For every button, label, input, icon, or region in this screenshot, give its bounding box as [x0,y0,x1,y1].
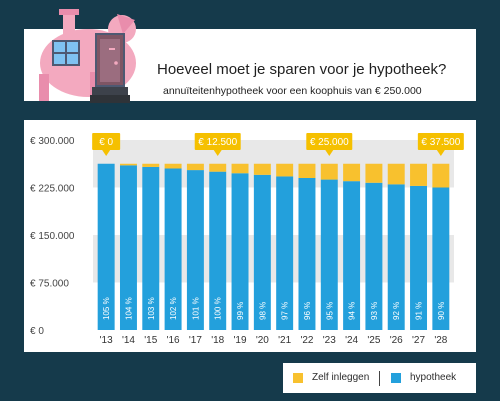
bar-hypotheek [209,171,227,330]
data-label: 105 % [102,297,111,320]
chart-title: Hoeveel moet je sparen voor je hypotheek… [157,61,447,78]
bar-zelf-inleggen [298,163,316,178]
legend-divider [379,371,380,386]
data-label: 103 % [147,297,156,320]
y-tick-label: € 75.000 [30,279,69,290]
x-tick-label: '13 [100,335,113,346]
data-label: 98 % [258,302,267,320]
bar-hypotheek [186,170,204,330]
x-tick-label: '26 [390,335,403,346]
data-label: 102 % [169,297,178,320]
annotation-box [306,133,353,150]
bar-zelf-inleggen [186,163,204,171]
piggy-bank-house-illustration [39,9,136,103]
annotation-box [417,133,464,150]
bar-hypotheek [298,178,316,330]
x-tick-label: '19 [234,335,247,346]
y-tick-label: € 150.000 [30,231,75,242]
bar-hypotheek [365,182,383,330]
legend-swatch-zelf-inleggen [293,372,303,383]
data-label: 104 % [124,297,133,320]
annotation-label: € 0 [99,137,113,148]
bar-zelf-inleggen [276,163,294,177]
bar-hypotheek [432,187,450,330]
bar-zelf-inleggen [343,163,361,182]
bar-hypotheek [320,179,338,330]
bar-zelf-inleggen [365,163,383,183]
data-label: 91 % [415,302,424,320]
chart-subtitle: annuïteitenhypotheek voor een koophuis v… [163,85,422,97]
data-label: 101 % [191,297,200,320]
data-label: 90 % [437,302,446,320]
bar-hypotheek [231,173,249,330]
annotation-pointer [325,150,334,156]
x-tick-label: '20 [256,335,269,346]
x-tick-label: '28 [434,335,447,346]
legend: Zelf inleggen hypotheek [283,363,476,393]
x-tick-label: '24 [345,335,358,346]
x-tick-label: '27 [412,335,425,346]
data-label: 99 % [236,302,245,320]
annotation-box [92,133,121,150]
bar-hypotheek [387,184,405,330]
data-label: 92 % [392,302,401,320]
bar-zelf-inleggen [209,163,227,172]
annotation-label: € 37.500 [421,137,460,148]
data-label: 93 % [370,302,379,320]
legend-swatch-hypotheek [391,372,401,383]
data-label: 100 % [214,297,223,320]
legend-item-zelf-inleggen: Zelf inleggen [293,372,369,383]
annotation-pointer [213,150,222,156]
bar-hypotheek [119,165,137,330]
bar-zelf-inleggen [320,163,338,180]
annotation-label: € 12.500 [198,137,237,148]
y-tick-label: € 0 [30,326,44,337]
bar-hypotheek [142,166,160,330]
x-tick-label: '25 [367,335,380,346]
annotation-pointer [102,150,111,156]
stacked-bar-chart: € 0 € 75.000 € 150.000 € 225.000 € 300.000 '1… [30,133,464,346]
data-label: 97 % [281,302,290,320]
bar-zelf-inleggen [119,163,137,166]
bar-zelf-inleggen [231,163,249,174]
x-tick-label: '22 [300,335,313,346]
annotation-pointer [436,150,445,156]
bar-zelf-inleggen [410,163,428,186]
bar-zelf-inleggen [253,163,271,175]
bar-hypotheek [164,168,182,330]
chart-card: € 0 € 75.000 € 150.000 € 225.000 € 300.000 '1… [24,120,476,352]
data-label: 94 % [348,302,357,320]
x-tick-label: '15 [144,335,157,346]
data-label: 96 % [303,302,312,320]
bar-zelf-inleggen [164,163,182,169]
bar-hypotheek [276,176,294,330]
legend-label-zelf-inleggen: Zelf inleggen [312,372,370,383]
x-tick-label: '21 [278,335,291,346]
x-tick-label: '17 [189,335,202,346]
data-label: 95 % [325,302,334,320]
bar-zelf-inleggen [432,163,450,188]
annotation-box [194,133,241,150]
x-tick-label: '16 [167,335,180,346]
bar-hypotheek [343,181,361,330]
x-tick-label: '18 [211,335,224,346]
legend-label-hypotheek: hypotheek [410,372,457,383]
annotation-label: € 25.000 [310,137,349,148]
bar-hypotheek [253,174,271,330]
bar-zelf-inleggen [142,163,160,167]
legend-item-hypotheek: hypotheek [391,372,456,383]
bar-hypotheek [97,163,115,330]
x-tick-label: '23 [323,335,336,346]
x-tick-label: '14 [122,335,135,346]
y-tick-label: € 300.000 [30,136,75,147]
bar-hypotheek [410,185,428,330]
y-tick-label: € 225.000 [30,184,75,195]
bar-zelf-inleggen [387,163,405,185]
